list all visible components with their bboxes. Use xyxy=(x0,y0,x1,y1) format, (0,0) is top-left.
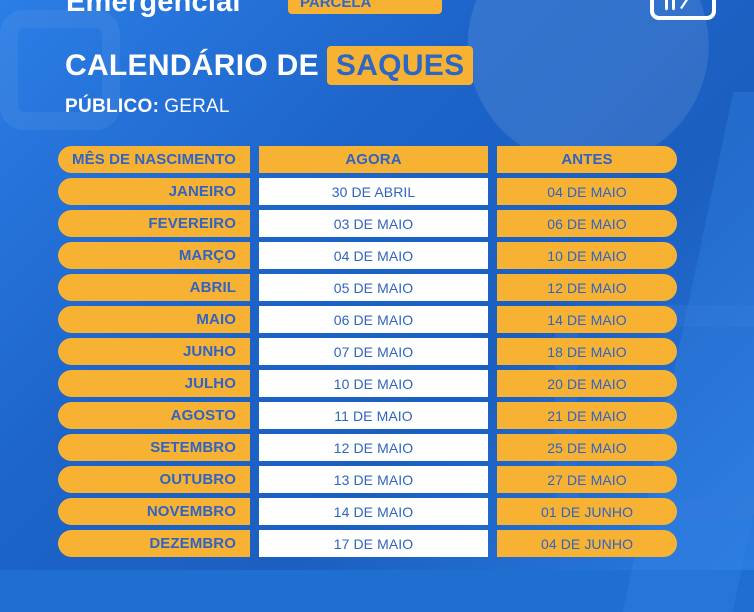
table-row: DEZEMBRO 17 DE MAIO 04 DE JUNHO xyxy=(58,530,680,557)
antes-cell: 14 DE MAIO xyxy=(497,306,677,333)
agora-cell: 03 DE MAIO xyxy=(259,210,488,237)
birth-month-cell: AGOSTO xyxy=(58,402,250,429)
agora-cell: 11 DE MAIO xyxy=(259,402,488,429)
antes-cell: 04 DE JUNHO xyxy=(497,530,677,557)
antes-cell: 04 DE MAIO xyxy=(497,178,677,205)
antes-cell: 21 DE MAIO xyxy=(497,402,677,429)
agora-cell: 07 DE MAIO xyxy=(259,338,488,365)
birth-month-cell: JUNHO xyxy=(58,338,250,365)
audience-line: PÚBLICO: GERAL xyxy=(65,96,230,118)
top-badge: PARCELA xyxy=(288,0,442,14)
table-row: FEVEREIRO 03 DE MAIO 06 DE MAIO xyxy=(58,210,680,237)
birth-month-cell: MAIO xyxy=(58,306,250,333)
antes-cell: 18 DE MAIO xyxy=(497,338,677,365)
antes-cell: 01 DE JUNHO xyxy=(497,498,677,525)
antes-cell: 27 DE MAIO xyxy=(497,466,677,493)
antes-cell: 10 DE MAIO xyxy=(497,242,677,269)
birth-month-cell: SETEMBRO xyxy=(58,434,250,461)
birth-month-cell: ABRIL xyxy=(58,274,250,301)
table-row: NOVEMBRO 14 DE MAIO 01 DE JUNHO xyxy=(58,498,680,525)
audience-label: PÚBLICO: xyxy=(65,96,160,117)
agora-cell: 05 DE MAIO xyxy=(259,274,488,301)
agora-cell: 13 DE MAIO xyxy=(259,466,488,493)
agora-cell: 17 DE MAIO xyxy=(259,530,488,557)
antes-cell: 25 DE MAIO xyxy=(497,434,677,461)
birth-month-cell: JANEIRO xyxy=(58,178,250,205)
agora-cell: 12 DE MAIO xyxy=(259,434,488,461)
table-row: JANEIRO 30 DE ABRIL 04 DE MAIO xyxy=(58,178,680,205)
antes-cell: 06 DE MAIO xyxy=(497,210,677,237)
title-main: CALENDÁRIO DE xyxy=(65,48,319,82)
table-row: JULHO 10 DE MAIO 20 DE MAIO xyxy=(58,370,680,397)
table-row: SETEMBRO 12 DE MAIO 25 DE MAIO xyxy=(58,434,680,461)
schedule-table: MÊS DE NASCIMENTO AGORA ANTES JANEIRO 30… xyxy=(58,146,680,562)
birth-month-cell: OUTUBRO xyxy=(58,466,250,493)
agora-cell: 06 DE MAIO xyxy=(259,306,488,333)
title-accent: SAQUES xyxy=(326,46,474,85)
table-row: AGOSTO 11 DE MAIO 21 DE MAIO xyxy=(58,402,680,429)
agora-cell: 30 DE ABRIL xyxy=(259,178,488,205)
column-header-month: MÊS DE NASCIMENTO xyxy=(58,146,250,173)
table-row: OUTUBRO 13 DE MAIO 27 DE MAIO xyxy=(58,466,680,493)
top-left-text: Emergencial xyxy=(66,0,241,18)
antes-cell: 20 DE MAIO xyxy=(497,370,677,397)
antes-cell: 12 DE MAIO xyxy=(497,274,677,301)
app-logo-icon xyxy=(650,0,716,20)
audience-value: GERAL xyxy=(164,96,230,117)
column-header-agora: AGORA xyxy=(259,146,488,173)
birth-month-cell: MARÇO xyxy=(58,242,250,269)
table-row: MAIO 06 DE MAIO 14 DE MAIO xyxy=(58,306,680,333)
table-row: MARÇO 04 DE MAIO 10 DE MAIO xyxy=(58,242,680,269)
table-row: ABRIL 05 DE MAIO 12 DE MAIO xyxy=(58,274,680,301)
birth-month-cell: FEVEREIRO xyxy=(58,210,250,237)
page-title: CALENDÁRIO DE SAQUES xyxy=(65,46,474,85)
table-header-row: MÊS DE NASCIMENTO AGORA ANTES xyxy=(58,146,680,173)
column-header-antes: ANTES xyxy=(497,146,677,173)
birth-month-cell: JULHO xyxy=(58,370,250,397)
table-row: JUNHO 07 DE MAIO 18 DE MAIO xyxy=(58,338,680,365)
agora-cell: 14 DE MAIO xyxy=(259,498,488,525)
decorative-shape xyxy=(0,10,120,130)
birth-month-cell: DEZEMBRO xyxy=(58,530,250,557)
agora-cell: 04 DE MAIO xyxy=(259,242,488,269)
birth-month-cell: NOVEMBRO xyxy=(58,498,250,525)
agora-cell: 10 DE MAIO xyxy=(259,370,488,397)
